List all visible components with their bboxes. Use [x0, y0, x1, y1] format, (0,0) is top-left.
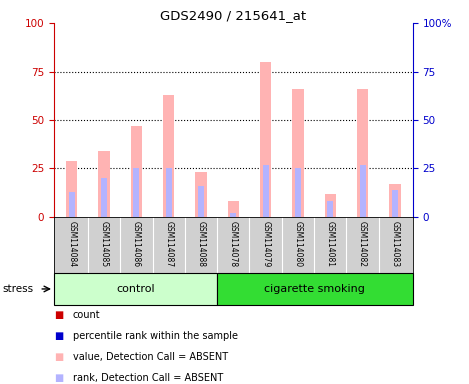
Bar — [66, 161, 77, 217]
Bar — [325, 194, 336, 217]
Text: GSM114086: GSM114086 — [132, 222, 141, 268]
Text: ■: ■ — [54, 352, 63, 362]
Bar — [389, 184, 401, 217]
Text: rank, Detection Call = ABSENT: rank, Detection Call = ABSENT — [73, 373, 223, 383]
Bar — [230, 213, 236, 217]
Bar — [54, 273, 217, 305]
Text: ■: ■ — [54, 331, 63, 341]
Text: cigarette smoking: cigarette smoking — [265, 284, 365, 294]
Bar — [131, 126, 142, 217]
Bar — [360, 165, 365, 217]
Bar — [98, 151, 110, 217]
Text: control: control — [116, 284, 155, 294]
Bar — [217, 273, 413, 305]
Bar — [263, 165, 269, 217]
Text: GSM114080: GSM114080 — [294, 222, 303, 268]
Bar — [292, 89, 303, 217]
Text: percentile rank within the sample: percentile rank within the sample — [73, 331, 238, 341]
Bar — [166, 169, 172, 217]
Text: GSM114083: GSM114083 — [390, 222, 400, 268]
Text: GSM114084: GSM114084 — [67, 222, 76, 268]
Text: value, Detection Call = ABSENT: value, Detection Call = ABSENT — [73, 352, 228, 362]
Title: GDS2490 / 215641_at: GDS2490 / 215641_at — [160, 9, 306, 22]
Text: GSM114085: GSM114085 — [99, 222, 108, 268]
Bar — [163, 95, 174, 217]
Bar — [357, 89, 368, 217]
Bar — [196, 172, 207, 217]
Bar — [227, 202, 239, 217]
Bar — [134, 169, 139, 217]
Bar — [69, 192, 75, 217]
Bar — [198, 186, 204, 217]
Bar — [392, 190, 398, 217]
Text: GSM114087: GSM114087 — [164, 222, 173, 268]
Text: GSM114082: GSM114082 — [358, 222, 367, 267]
Text: GSM114088: GSM114088 — [197, 222, 205, 267]
Text: GSM114081: GSM114081 — [326, 222, 335, 267]
Text: GSM114079: GSM114079 — [261, 222, 270, 268]
Bar — [327, 202, 333, 217]
Text: ■: ■ — [54, 310, 63, 320]
Text: count: count — [73, 310, 100, 320]
Text: stress: stress — [2, 284, 33, 294]
Bar — [101, 178, 107, 217]
Bar — [295, 169, 301, 217]
Text: GSM114078: GSM114078 — [229, 222, 238, 268]
Bar — [260, 62, 271, 217]
Text: ■: ■ — [54, 373, 63, 383]
